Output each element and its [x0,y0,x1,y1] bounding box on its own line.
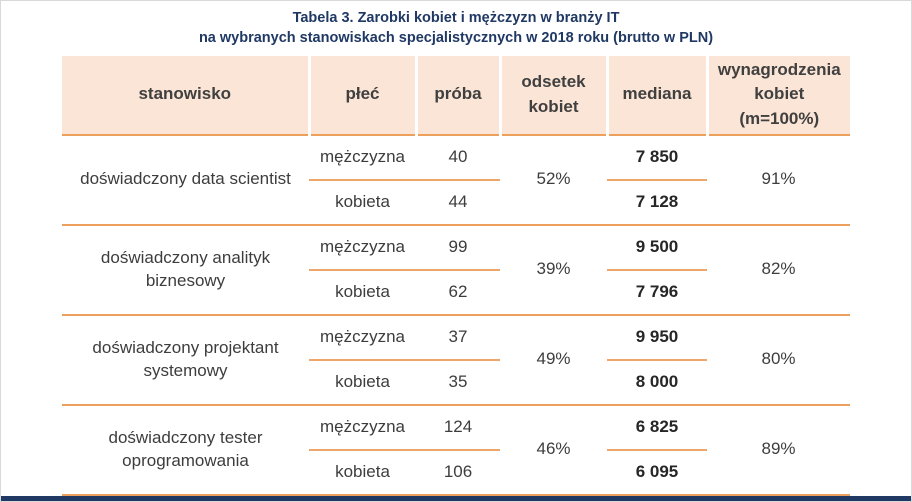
cell-gender: kobieta [309,359,416,406]
header-proba: próba [414,55,500,136]
cell-position: doświadczony analityk biznesowy [62,224,309,316]
table-row: kobieta 44 7 128 [62,179,850,226]
header-wynagrodzenia: wynagrodzenia kobiet (m=100%) [705,55,850,136]
cell-sample: 40 [416,134,500,181]
cell-women-pay: 80% [707,314,850,406]
cell-gender: mężczyzna [309,134,416,181]
cell-median: 7 796 [607,269,707,316]
cell-women-share: 49% [500,314,607,406]
header-odsetek-kobiet: odsetek kobiet [498,55,607,136]
table-title: Tabela 3. Zarobki kobiet i mężczyzn w br… [1,1,911,49]
cell-women-pay: 82% [707,224,850,316]
cell-gender: kobieta [309,269,416,316]
cell-gender: mężczyzna [309,314,416,361]
cell-median: 7 850 [607,134,707,181]
table-row: kobieta 106 6 095 [62,449,850,496]
cell-sample: 44 [416,179,500,226]
cell-sample: 124 [416,404,500,451]
header-stanowisko: stanowisko [62,55,309,136]
header-plec: płeć [307,55,416,136]
cell-position: doświadczony data scientist [62,134,309,226]
cell-median: 8 000 [607,359,707,406]
cell-women-pay: 89% [707,404,850,496]
table-row: doświadczony analityk biznesowy mężczyzn… [62,224,850,316]
cell-women-share: 46% [500,404,607,496]
cell-position: doświadczony projektant systemowy [62,314,309,406]
cell-gender: kobieta [309,449,416,496]
table-row: kobieta 62 7 796 [62,269,850,316]
cell-median: 9 950 [607,314,707,361]
table-title-line2: na wybranych stanowiskach specjalistyczn… [198,30,714,47]
table-row: doświadczony projektant systemowy mężczy… [62,314,850,406]
header-row: stanowisko płeć próba odsetek kobiet med… [62,55,850,136]
cell-women-pay: 91% [707,134,850,226]
salary-table: stanowisko płeć próba odsetek kobiet med… [62,55,850,496]
table-row: doświadczony tester oprogramowania mężcz… [62,404,850,496]
table-title-line1: Tabela 3. Zarobki kobiet i mężczyzn w br… [292,10,620,26]
cell-sample: 62 [416,269,500,316]
cell-gender: mężczyzna [309,224,416,271]
cell-sample: 35 [416,359,500,406]
cell-sample: 99 [416,224,500,271]
cell-sample: 106 [416,449,500,496]
cell-median: 7 128 [607,179,707,226]
cell-gender: kobieta [309,179,416,226]
cell-women-share: 39% [500,224,607,316]
cell-median: 9 500 [607,224,707,271]
cell-position: doświadczony tester oprogramowania [62,404,309,496]
table-row: doświadczony data scientist mężczyzna 40… [62,134,850,226]
table-row: kobieta 35 8 000 [62,359,850,406]
cell-women-share: 52% [500,134,607,226]
cell-median: 6 825 [607,404,707,451]
bottom-divider [1,496,911,501]
cell-gender: mężczyzna [309,404,416,451]
cell-sample: 37 [416,314,500,361]
cell-median: 6 095 [607,449,707,496]
header-mediana: mediana [605,55,707,136]
